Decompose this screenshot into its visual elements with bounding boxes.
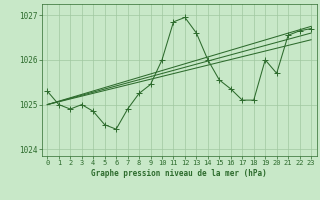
X-axis label: Graphe pression niveau de la mer (hPa): Graphe pression niveau de la mer (hPa) <box>91 169 267 178</box>
